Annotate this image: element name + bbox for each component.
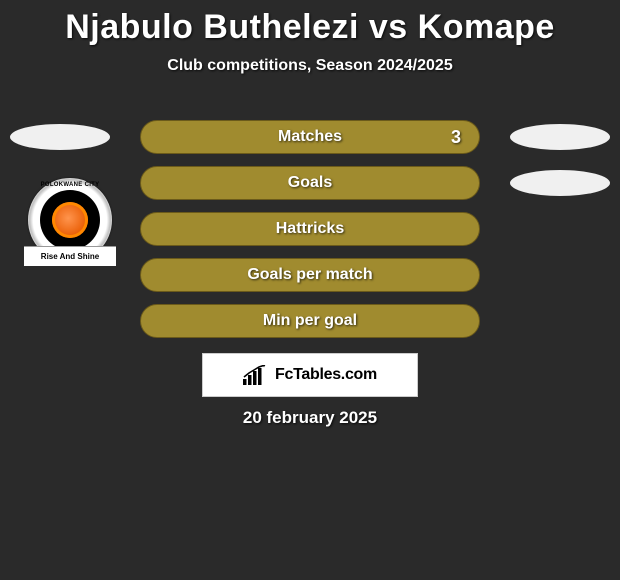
ellipse-left <box>10 124 110 150</box>
stat-label: Matches <box>278 128 342 146</box>
stat-row-goals: Goals <box>0 166 620 212</box>
stat-pill: Min per goal <box>140 304 480 338</box>
page-subtitle: Club competitions, Season 2024/2025 <box>0 57 620 75</box>
stats-rows: Matches 3 Goals Hattricks Goals per matc… <box>0 120 620 350</box>
ellipse-right <box>510 124 610 150</box>
stat-pill: Goals <box>140 166 480 200</box>
stat-label: Hattricks <box>276 220 344 238</box>
bar-chart-icon <box>243 365 269 385</box>
date-text: 20 february 2025 <box>0 408 620 428</box>
stat-row-goals-per-match: Goals per match <box>0 258 620 304</box>
page-title: Njabulo Buthelezi vs Komape <box>0 0 620 47</box>
stat-value-right: 3 <box>451 121 461 153</box>
stat-row-matches: Matches 3 <box>0 120 620 166</box>
stat-pill: Hattricks <box>140 212 480 246</box>
stat-label: Goals <box>288 174 332 192</box>
stat-row-min-per-goal: Min per goal <box>0 304 620 350</box>
stat-pill: Matches 3 <box>140 120 480 154</box>
stat-label: Min per goal <box>263 312 357 330</box>
brand-box: FcTables.com <box>202 353 418 397</box>
stat-label: Goals per match <box>247 266 372 284</box>
brand-text: FcTables.com <box>275 366 377 384</box>
stat-pill: Goals per match <box>140 258 480 292</box>
page-root: Njabulo Buthelezi vs Komape Club competi… <box>0 0 620 580</box>
stat-row-hattricks: Hattricks <box>0 212 620 258</box>
ellipse-right <box>510 170 610 196</box>
